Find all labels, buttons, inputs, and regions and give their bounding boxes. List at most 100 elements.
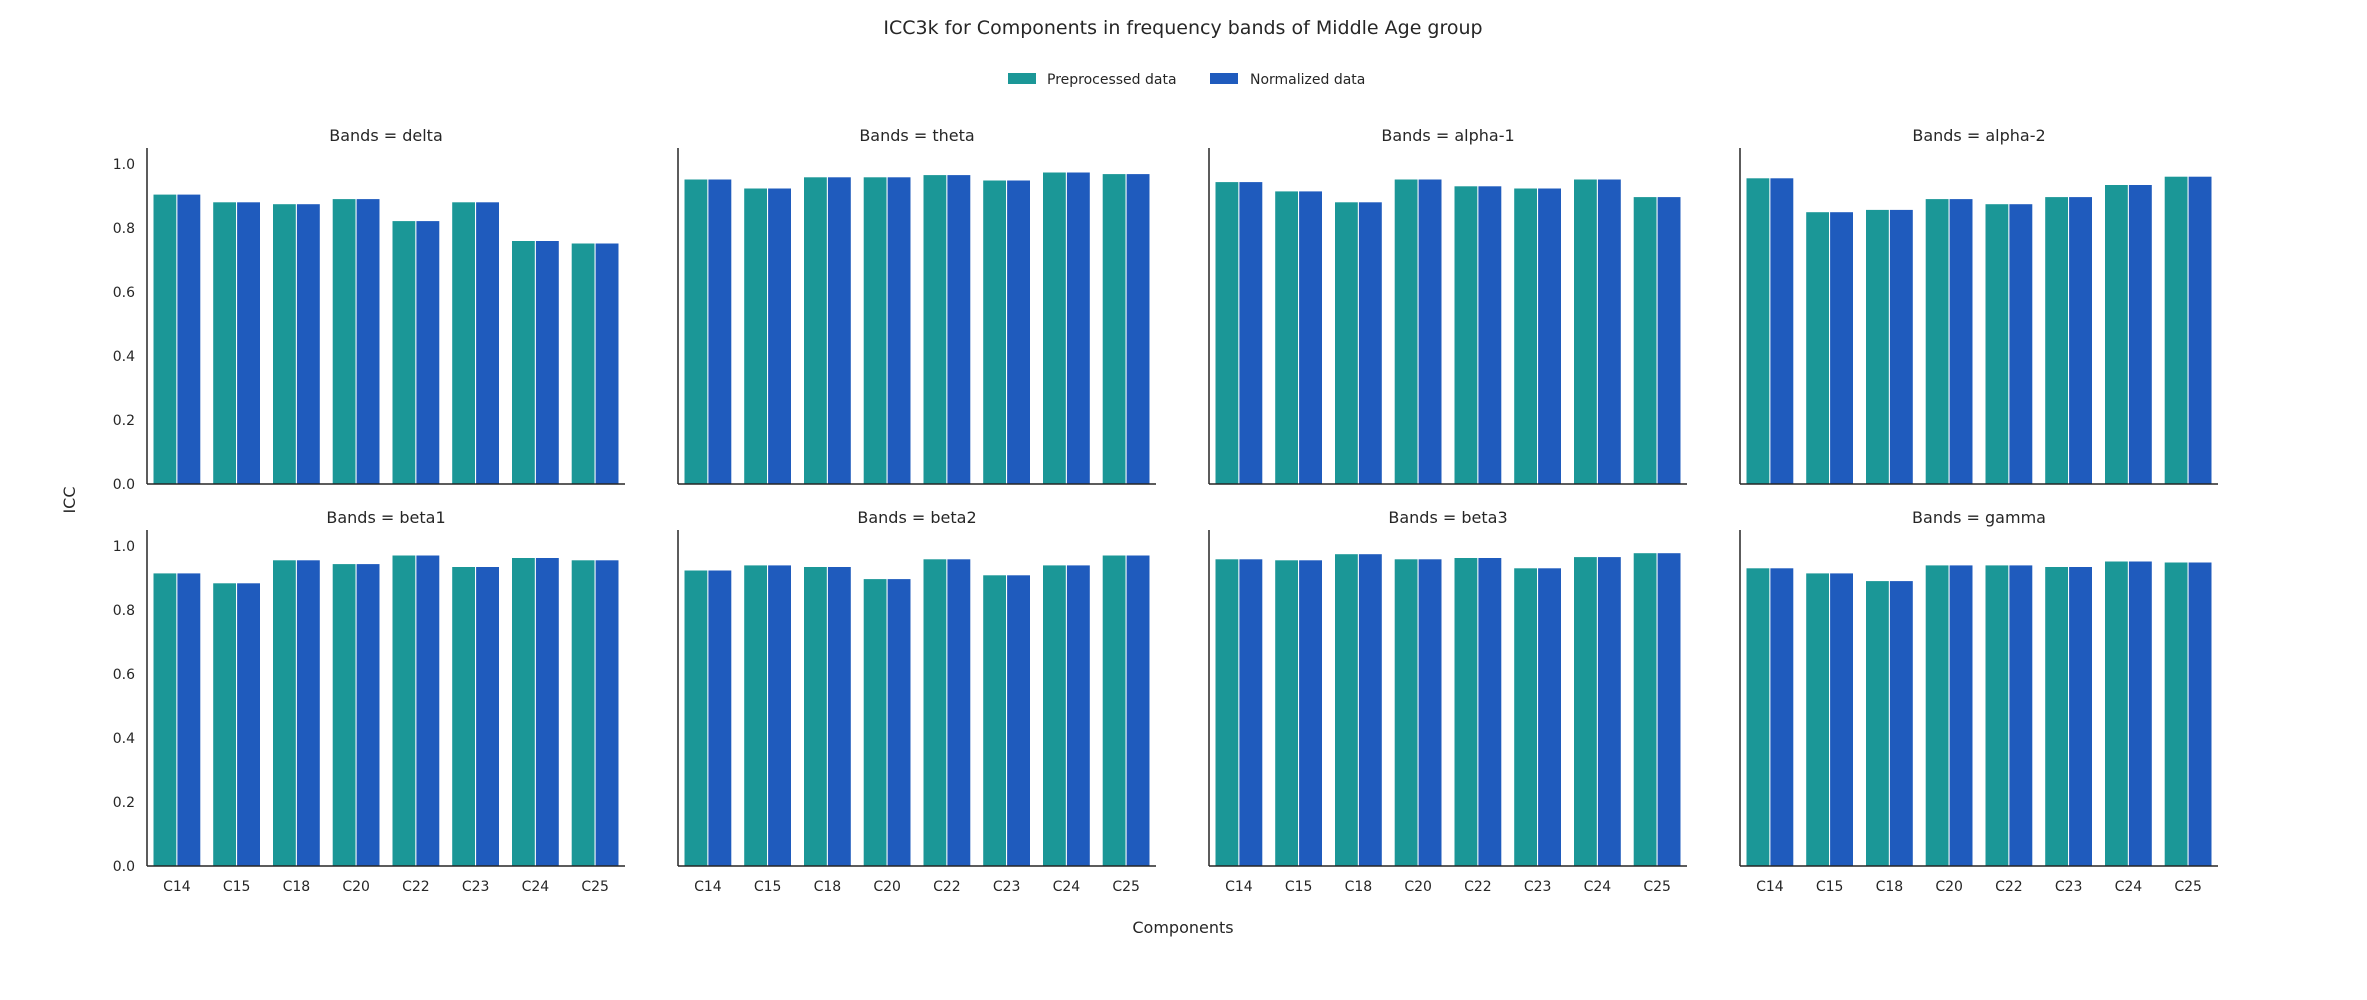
bar [1948,198,1974,485]
bar [1537,187,1562,485]
x-tick-label: C20 [1935,879,1963,895]
bar [331,563,357,867]
legend: Preprocessed data Normalized data [1008,72,1365,88]
bar [803,176,828,485]
bar [475,566,501,867]
x-tick-label: C24 [522,879,550,895]
bar [1596,556,1622,867]
bar [2068,566,2094,867]
bar [1274,559,1300,867]
panel-title: Bands = beta1 [326,508,445,527]
bar [1042,564,1067,867]
bar [767,187,792,485]
x-tick-label: C25 [2174,879,2202,895]
bar [2104,560,2129,867]
legend-label-preprocessed: Preprocessed data [1047,72,1177,88]
x-tick-label: C25 [1643,879,1671,895]
panel: Bands = beta2 C14 C15 C18 C20 C22 C23 C24 C25 [677,508,1156,895]
bar [1042,171,1067,485]
x-tick-label: C14 [1756,879,1784,895]
bar [1357,201,1383,485]
bar [1125,173,1151,485]
bar [236,201,262,485]
bar [1101,554,1127,867]
bar [1865,580,1890,867]
panel: Bands = beta3 C14 C15 C18 C20 C22 C23 C24 C25 [1208,508,1687,895]
x-tick-label: C24 [1584,879,1612,895]
x-tick-label: C22 [1995,879,2023,895]
bar [1513,567,1539,867]
x-tick-label: C23 [462,879,490,895]
bar [1513,187,1539,485]
bar [272,203,297,485]
panel-title: Bands = alpha-1 [1381,126,1514,145]
bar [2008,203,2034,485]
bar [1238,181,1264,485]
bar [1769,567,1795,867]
bar [982,574,1008,867]
bar [743,564,769,867]
bar [212,201,238,485]
bar [1888,580,1914,867]
bar [922,558,948,867]
panel: Bands = beta1 C14 C15 C18 C20 C22 C23 C24 C25 0.0… [113,508,625,895]
bar [451,566,477,867]
bar [707,569,733,867]
bar [1065,171,1091,485]
bar [212,582,238,867]
y-tick-label: 0.2 [113,413,135,429]
bar [1274,190,1300,485]
bar [1769,177,1795,485]
bar [2187,561,2213,867]
bar [743,187,769,485]
y-tick-label: 1.0 [113,539,135,555]
y-tick-label: 0.8 [113,221,135,237]
bar [534,240,560,485]
bar [886,578,912,867]
bar [1745,567,1771,867]
panel: Bands = delta 0.0 0.2 0.4 0.6 0.8 1.0 [113,126,625,493]
bar [1632,196,1658,485]
bar [1417,178,1443,485]
bar [826,566,852,867]
bar [236,582,262,867]
y-tick-label: 0.6 [113,667,135,683]
bar [2044,566,2070,867]
bar [1453,557,1479,867]
y-tick-label: 1.0 [113,157,135,173]
x-axis-label: Components [1132,918,1233,937]
x-tick-label: C24 [1053,879,1081,895]
x-tick-label: C24 [2115,879,2143,895]
bar [1477,185,1503,485]
panel: Bands = alpha-2 [1739,126,2218,485]
bar [1006,179,1031,485]
y-tick-label: 0.6 [113,285,135,301]
bar [1334,201,1359,485]
bar [1393,558,1419,867]
panel-title: Bands = theta [859,126,974,145]
bar [570,242,596,485]
bar [2104,184,2129,485]
x-tick-label: C18 [1345,879,1373,895]
bar [415,554,441,867]
bar [982,179,1008,485]
bar [355,563,381,867]
bar [767,564,792,867]
bar [1596,178,1622,485]
x-tick-label: C25 [1112,879,1140,895]
x-tick-label: C18 [814,879,842,895]
y-tick-label: 0.4 [113,731,135,747]
panel-title: Bands = delta [329,126,443,145]
bar [1393,178,1419,485]
bar [152,193,178,485]
bar [1214,558,1240,867]
x-tick-label: C23 [2055,879,2083,895]
bar [1805,211,1831,485]
bar [1357,553,1383,867]
bar [886,176,912,485]
bar [803,566,828,867]
bar [1865,208,1890,485]
x-tick-label: C20 [873,879,901,895]
bar [1477,557,1503,867]
legend-swatch-preprocessed [1008,73,1036,84]
